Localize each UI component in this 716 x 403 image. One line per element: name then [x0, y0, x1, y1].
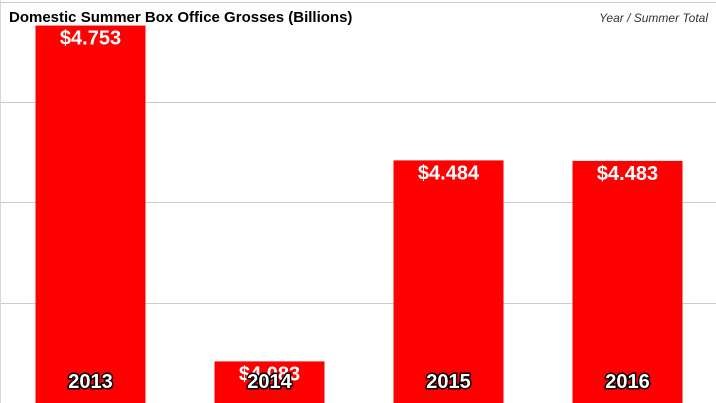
category-label-2013: 2013: [68, 371, 113, 393]
bar-2013: [35, 25, 146, 403]
bar-2015: [393, 160, 504, 403]
value-label-2016: $4.483: [597, 163, 658, 185]
value-label-2015: $4.484: [418, 162, 480, 184]
value-label-2014: $4.083: [239, 363, 300, 385]
bar-2016: [572, 160, 683, 403]
chart-subtitle: Year / Summer Total: [599, 11, 708, 25]
category-label-2016: 2016: [605, 371, 650, 393]
category-label-2015: 2015: [426, 371, 471, 393]
value-label-2013: $4.753: [60, 28, 121, 50]
category-label-2014: 2014: [247, 371, 292, 393]
bar-2014: [214, 361, 325, 403]
chart-title: Domestic Summer Box Office Grosses (Bill…: [9, 9, 353, 26]
